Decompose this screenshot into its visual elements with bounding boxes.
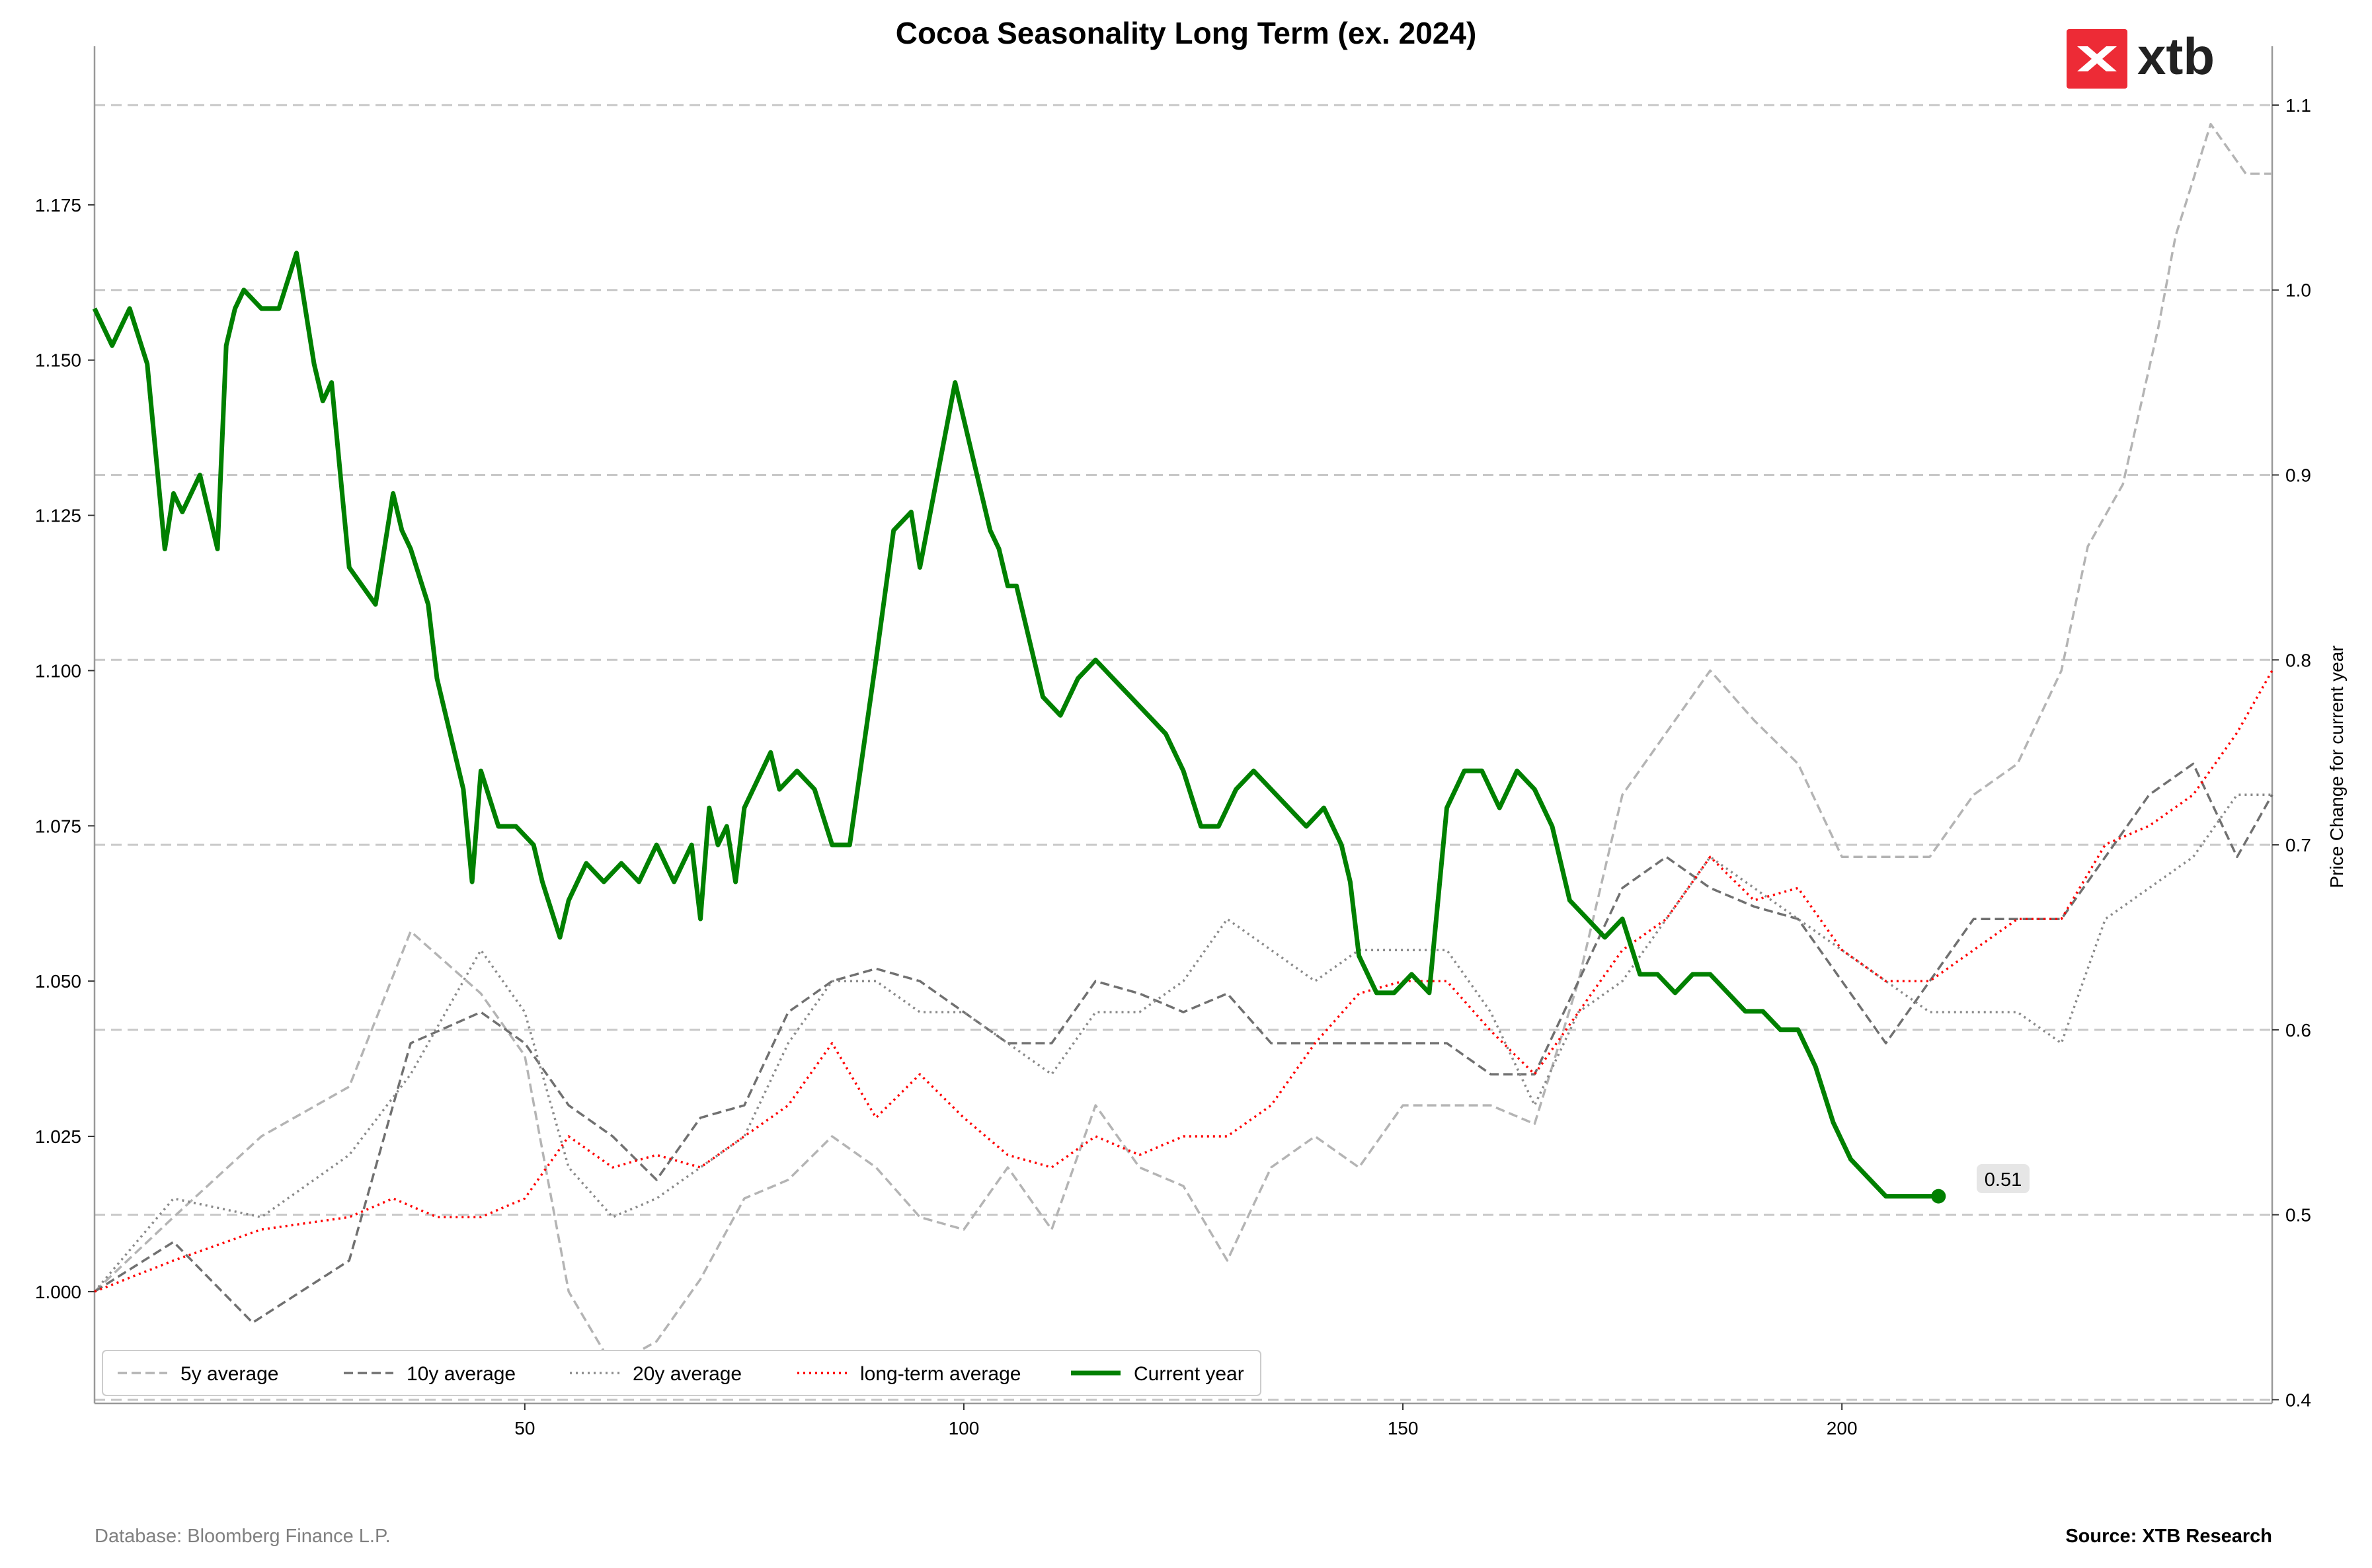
right-tick-label: 1.0 [2285,280,2311,301]
left-tick-label: 1.150 [35,350,81,371]
xtb-logo: xtb [2067,27,2215,89]
chart-title: Cocoa Seasonality Long Term (ex. 2024) [896,16,1477,50]
legend-label: 5y average [180,1363,278,1385]
series-line-20y-average [93,793,2272,1293]
x-tick-label: 150 [1388,1418,1419,1438]
series-line-5y-average [93,122,2272,1368]
x-tick-label: 50 [514,1418,535,1438]
right-axis-label: Price Change for current year [2326,645,2347,888]
right-tick-label: 0.8 [2285,650,2311,670]
left-tick-label: 1.100 [35,660,81,681]
x-tick-label: 100 [949,1418,980,1438]
series-layer [92,122,2273,1368]
axes [93,46,2273,1405]
tick-labels: 1.0001.0251.0501.0751.1001.1251.1501.175… [35,95,2311,1438]
legend-label: 10y average [407,1363,516,1385]
series-line-10y-average [94,762,2273,1324]
left-tick-label: 1.075 [35,816,81,836]
legend-label: Current year [1134,1363,1244,1385]
end-value-text: 0.51 [1985,1169,2022,1191]
x-tick-label: 200 [1827,1418,1858,1438]
left-tick-label: 1.125 [35,506,81,526]
left-tick-label: 1.025 [35,1126,81,1147]
legend-label: 20y average [633,1363,742,1385]
right-tick-label: 1.1 [2285,95,2311,116]
right-tick-label: 0.6 [2285,1020,2311,1040]
end-value-callout: 0.51 [1977,1164,2030,1193]
grid-lines [95,104,2272,1401]
right-tick-label: 0.9 [2285,465,2311,485]
left-tick-label: 1.175 [35,195,81,216]
right-tick-label: 0.7 [2285,835,2311,855]
end-value-badge [1977,1164,2030,1193]
xtb-logo-glyph [2077,46,2117,71]
legend: 5y average 10y average 20y average long-ter… [102,1350,1261,1396]
series-line-current-year [92,251,1939,1199]
left-tick-label: 1.000 [35,1282,81,1302]
right-tick-label: 0.5 [2285,1205,2311,1226]
current-year-end-marker [1931,1189,1946,1204]
legend-box [102,1350,1261,1396]
footer-source-database: Database: Bloomberg Finance L.P. [95,1526,391,1547]
right-tick-label: 0.4 [2285,1390,2311,1410]
footer-source-credit: Source: XTB Research [2065,1526,2272,1547]
series-line-long-term-average [94,670,2273,1293]
xtb-logo-text: xtb [2137,27,2215,85]
left-tick-label: 1.050 [35,971,81,992]
legend-label: long-term average [860,1363,1021,1385]
